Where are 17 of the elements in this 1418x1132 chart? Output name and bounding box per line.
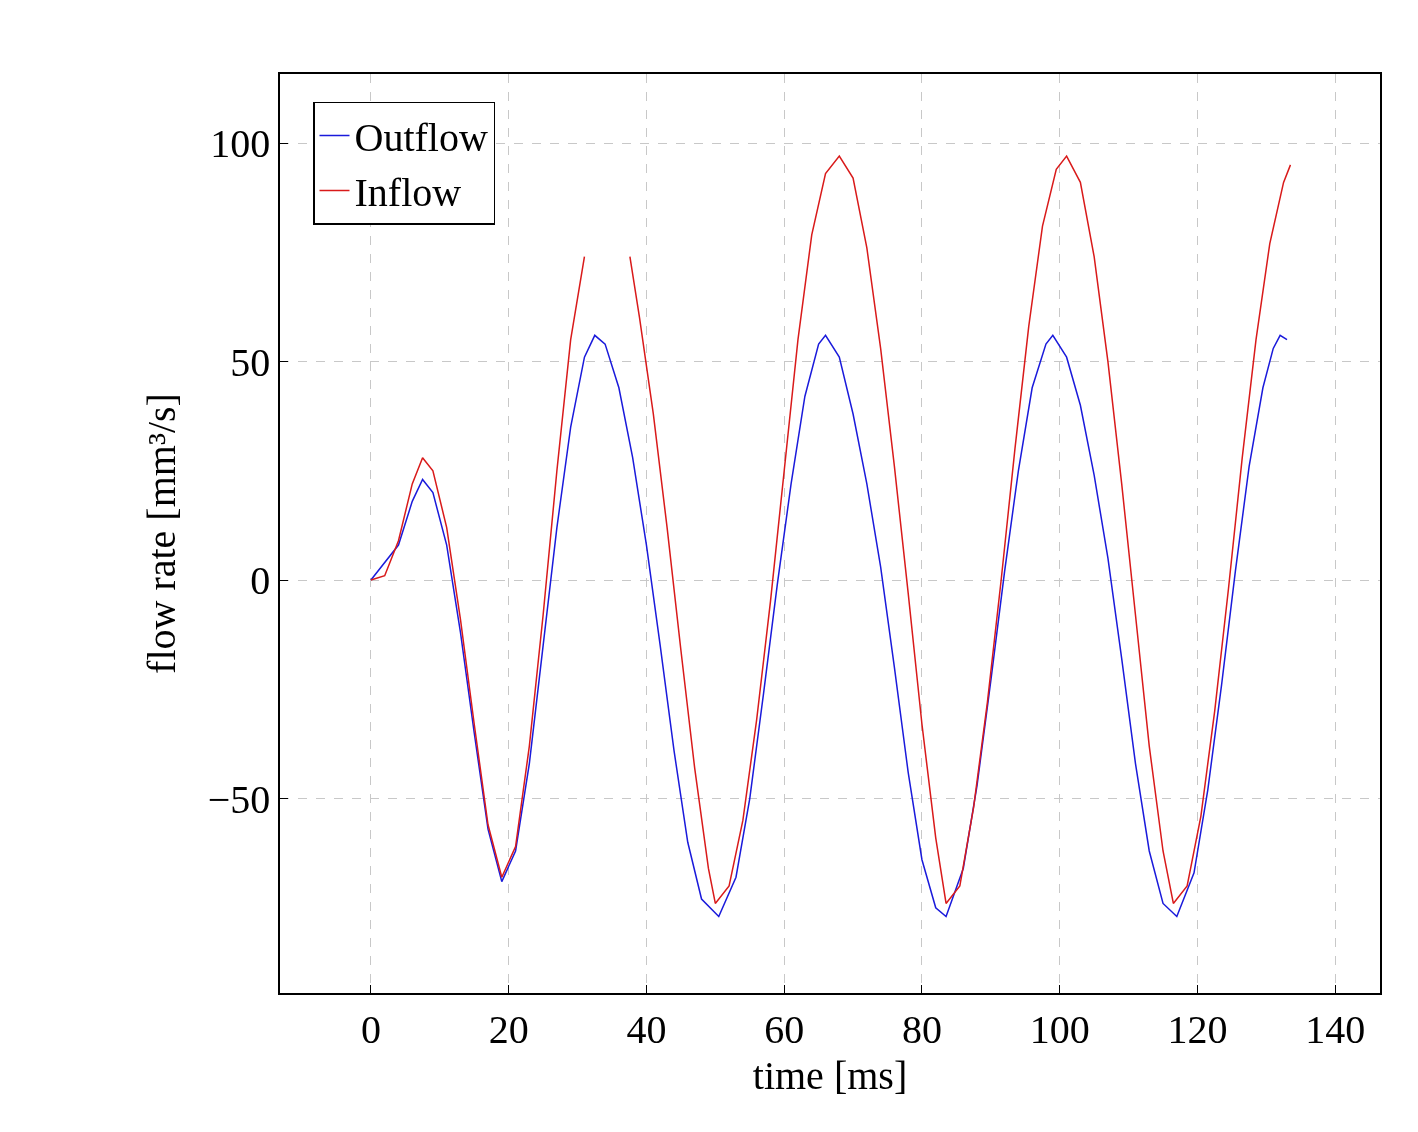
x-tick-label: 40 [626,1006,667,1052]
x-axis-title: time [ms] [752,1052,908,1098]
legend-label: Outflow [354,115,488,161]
x-tick-label: 140 [1305,1006,1366,1052]
y-tick-label: 0 [250,558,271,604]
x-tick-label: 80 [901,1006,942,1052]
x-tick-label: 100 [1029,1006,1090,1052]
x-tick-label: 60 [764,1006,805,1052]
legend-label: Inflow [354,170,462,216]
x-tick-label: 120 [1167,1006,1228,1052]
x-tick-label: 20 [488,1006,529,1052]
y-axis-title: flow rate [mm³/s] [138,393,184,674]
x-tick-label: 0 [360,1006,381,1052]
y-tick-label: 100 [210,121,271,167]
y-tick-label: 50 [230,339,271,385]
y-tick-label: −50 [207,776,271,822]
line-series [370,334,1288,918]
